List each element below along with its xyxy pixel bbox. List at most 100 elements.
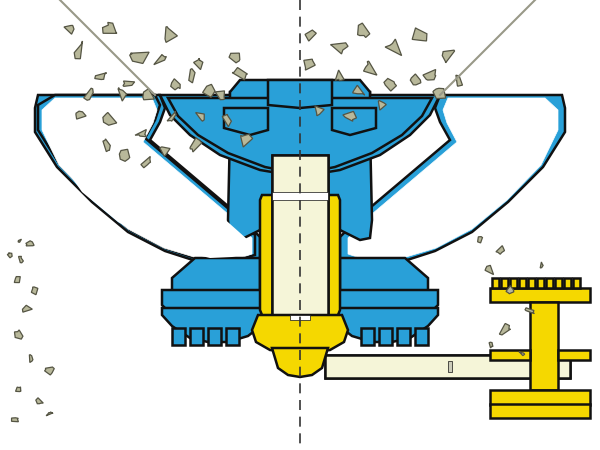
Polygon shape bbox=[44, 367, 54, 375]
Polygon shape bbox=[118, 88, 127, 101]
Polygon shape bbox=[412, 28, 427, 41]
Polygon shape bbox=[489, 342, 493, 348]
Polygon shape bbox=[492, 278, 499, 288]
Polygon shape bbox=[38, 95, 255, 262]
Polygon shape bbox=[272, 155, 328, 318]
Polygon shape bbox=[397, 328, 410, 345]
Polygon shape bbox=[499, 324, 511, 335]
Polygon shape bbox=[415, 328, 428, 345]
Polygon shape bbox=[348, 98, 558, 261]
Polygon shape bbox=[540, 262, 543, 268]
Polygon shape bbox=[331, 43, 348, 54]
Polygon shape bbox=[485, 266, 494, 274]
Polygon shape bbox=[36, 398, 43, 404]
Polygon shape bbox=[103, 139, 110, 152]
Polygon shape bbox=[268, 80, 332, 108]
Polygon shape bbox=[76, 111, 86, 119]
Polygon shape bbox=[361, 328, 374, 345]
Polygon shape bbox=[229, 53, 240, 63]
Polygon shape bbox=[19, 256, 23, 263]
Polygon shape bbox=[300, 92, 372, 240]
Polygon shape bbox=[340, 95, 565, 265]
Polygon shape bbox=[154, 54, 166, 65]
Polygon shape bbox=[410, 74, 421, 85]
Polygon shape bbox=[304, 59, 315, 70]
Polygon shape bbox=[353, 85, 365, 95]
Polygon shape bbox=[272, 192, 328, 200]
Polygon shape bbox=[31, 287, 38, 295]
Polygon shape bbox=[29, 355, 33, 362]
Polygon shape bbox=[519, 351, 525, 356]
Polygon shape bbox=[332, 108, 376, 135]
Polygon shape bbox=[335, 70, 344, 81]
Polygon shape bbox=[528, 278, 535, 288]
Polygon shape bbox=[194, 58, 203, 70]
Polygon shape bbox=[171, 79, 180, 90]
Polygon shape bbox=[83, 88, 93, 100]
Polygon shape bbox=[46, 412, 53, 416]
Polygon shape bbox=[338, 308, 438, 342]
Polygon shape bbox=[501, 278, 508, 288]
Polygon shape bbox=[490, 404, 590, 418]
Polygon shape bbox=[44, 100, 248, 258]
Polygon shape bbox=[305, 30, 316, 41]
Polygon shape bbox=[162, 308, 262, 342]
Polygon shape bbox=[160, 95, 440, 176]
Polygon shape bbox=[26, 241, 34, 246]
Polygon shape bbox=[364, 61, 377, 75]
Polygon shape bbox=[423, 69, 436, 80]
Polygon shape bbox=[226, 328, 239, 345]
Polygon shape bbox=[384, 78, 397, 91]
Polygon shape bbox=[385, 39, 401, 55]
Polygon shape bbox=[22, 306, 32, 312]
Polygon shape bbox=[433, 88, 446, 99]
Polygon shape bbox=[358, 23, 370, 37]
Polygon shape bbox=[11, 418, 19, 422]
Polygon shape bbox=[290, 315, 310, 320]
Polygon shape bbox=[222, 114, 232, 126]
Polygon shape bbox=[64, 25, 74, 34]
Polygon shape bbox=[119, 149, 130, 161]
Polygon shape bbox=[490, 390, 590, 405]
Polygon shape bbox=[510, 278, 517, 288]
Polygon shape bbox=[456, 75, 463, 86]
Polygon shape bbox=[478, 237, 482, 243]
Polygon shape bbox=[564, 278, 571, 288]
Polygon shape bbox=[224, 108, 268, 135]
Polygon shape bbox=[252, 315, 348, 353]
Polygon shape bbox=[573, 278, 580, 288]
Polygon shape bbox=[190, 328, 203, 345]
Polygon shape bbox=[519, 278, 526, 288]
Polygon shape bbox=[189, 69, 195, 83]
Polygon shape bbox=[338, 290, 438, 332]
Polygon shape bbox=[272, 348, 328, 377]
Polygon shape bbox=[525, 308, 534, 314]
Polygon shape bbox=[172, 328, 185, 345]
Polygon shape bbox=[215, 91, 224, 99]
Polygon shape bbox=[14, 277, 20, 283]
Polygon shape bbox=[203, 84, 215, 97]
Polygon shape bbox=[74, 41, 82, 59]
Polygon shape bbox=[241, 134, 253, 147]
Polygon shape bbox=[130, 52, 149, 63]
Polygon shape bbox=[442, 50, 455, 63]
Polygon shape bbox=[555, 278, 562, 288]
Bar bbox=[272, 155, 328, 318]
Polygon shape bbox=[135, 130, 146, 137]
Polygon shape bbox=[490, 288, 590, 302]
Polygon shape bbox=[141, 157, 151, 168]
Polygon shape bbox=[379, 328, 392, 345]
Polygon shape bbox=[190, 138, 202, 152]
Polygon shape bbox=[448, 361, 452, 372]
Polygon shape bbox=[228, 92, 300, 240]
Polygon shape bbox=[558, 350, 590, 360]
Polygon shape bbox=[168, 98, 432, 173]
Polygon shape bbox=[7, 253, 12, 258]
Polygon shape bbox=[496, 246, 505, 254]
Polygon shape bbox=[379, 100, 386, 110]
Polygon shape bbox=[35, 95, 260, 265]
Polygon shape bbox=[103, 22, 117, 33]
Polygon shape bbox=[537, 278, 544, 288]
Polygon shape bbox=[123, 81, 134, 86]
Polygon shape bbox=[546, 278, 553, 288]
